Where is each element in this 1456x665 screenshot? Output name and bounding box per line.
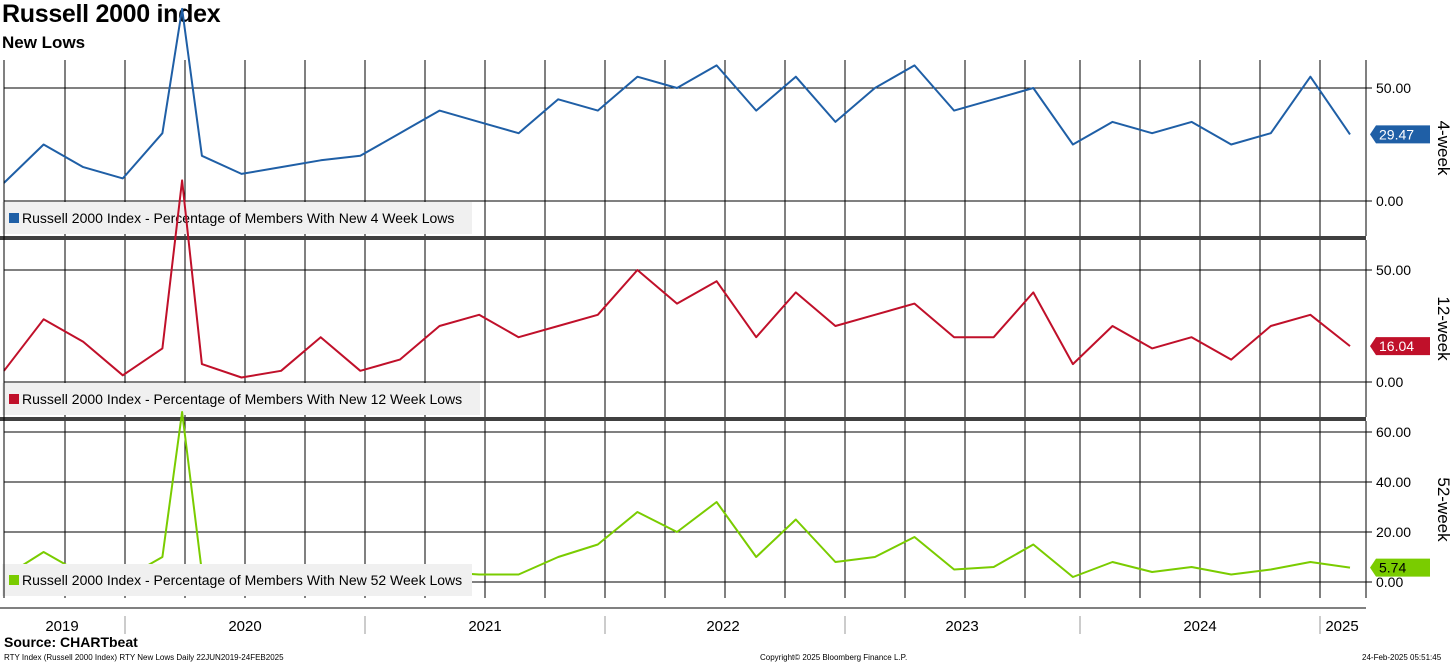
legend-swatch bbox=[9, 394, 19, 404]
y-tick-label: 40.00 bbox=[1376, 474, 1411, 490]
last-value-label: 5.74 bbox=[1379, 560, 1406, 576]
panel-label: 12-week bbox=[1434, 296, 1453, 361]
panel-4-week: 50.00 0.00 29.47 4-week Russell 2000 Index -… bbox=[2, 7, 1453, 236]
panel-separator bbox=[0, 417, 1366, 421]
y-tick-label: 0.00 bbox=[1376, 193, 1403, 209]
legend-label: Russell 2000 Index - Percentage of Membe… bbox=[22, 210, 454, 226]
y-tick-label: 50.00 bbox=[1376, 262, 1411, 278]
y-tick-label: 50.00 bbox=[1376, 80, 1411, 96]
year-label: 2023 bbox=[945, 618, 978, 635]
legend-label: Russell 2000 Index - Percentage of Membe… bbox=[22, 572, 462, 588]
last-value-tag: 29.47 bbox=[1370, 125, 1430, 144]
year-label: 2019 bbox=[45, 618, 78, 635]
legend: Russell 2000 Index - Percentage of Membe… bbox=[2, 383, 480, 415]
timestamp: 24-Feb-2025 05:51:45 bbox=[1362, 653, 1442, 662]
legend-swatch bbox=[9, 213, 19, 223]
y-tick-label: 0.00 bbox=[1376, 374, 1403, 390]
legend-box bbox=[2, 564, 472, 596]
y-tick-label: 60.00 bbox=[1376, 424, 1411, 440]
panel-label: 52-week bbox=[1434, 477, 1453, 542]
last-value-tag: 5.74 bbox=[1370, 558, 1430, 577]
series-line bbox=[3, 411, 1351, 582]
year-label: 2020 bbox=[228, 618, 261, 635]
panel-separator bbox=[0, 236, 1366, 240]
legend-box bbox=[2, 202, 472, 234]
panel-label: 4-week bbox=[1434, 121, 1453, 176]
series-line bbox=[3, 179, 1351, 379]
last-value-tag: 16.04 bbox=[1370, 337, 1430, 356]
legend-box bbox=[2, 383, 480, 415]
y-tick-label: 0.00 bbox=[1376, 574, 1403, 590]
source-note: Source: CHARTbeat bbox=[4, 634, 138, 650]
year-label: 2025 bbox=[1325, 618, 1358, 635]
panel-52-week: 60.00 40.00 20.00 0.005.74 52-week Russell 20… bbox=[2, 411, 1453, 598]
x-axis: 2019 2020 2021 2022 2023 2024 2025 bbox=[0, 607, 1366, 635]
last-value-label: 16.04 bbox=[1379, 338, 1414, 354]
last-value-box bbox=[1370, 337, 1430, 356]
legend: Russell 2000 Index - Percentage of Membe… bbox=[2, 564, 472, 596]
legend: Russell 2000 Index - Percentage of Membe… bbox=[2, 202, 472, 234]
year-label: 2021 bbox=[468, 618, 501, 635]
legend-label: Russell 2000 Index - Percentage of Membe… bbox=[22, 391, 462, 407]
legend-swatch bbox=[9, 575, 19, 585]
copyright-note: Copyright© 2025 Bloomberg Finance L.P. bbox=[760, 653, 908, 662]
last-value-label: 29.47 bbox=[1379, 126, 1414, 142]
last-value-box bbox=[1370, 125, 1430, 144]
year-label: 2024 bbox=[1183, 618, 1216, 635]
chart-subtitle: New Lows bbox=[2, 33, 86, 52]
data-description: RTY Index (Russell 2000 Index) RTY New L… bbox=[4, 653, 284, 662]
y-tick-label: 20.00 bbox=[1376, 524, 1411, 540]
last-value-box bbox=[1370, 558, 1430, 577]
year-label: 2022 bbox=[706, 618, 739, 635]
series-line bbox=[3, 7, 1351, 184]
